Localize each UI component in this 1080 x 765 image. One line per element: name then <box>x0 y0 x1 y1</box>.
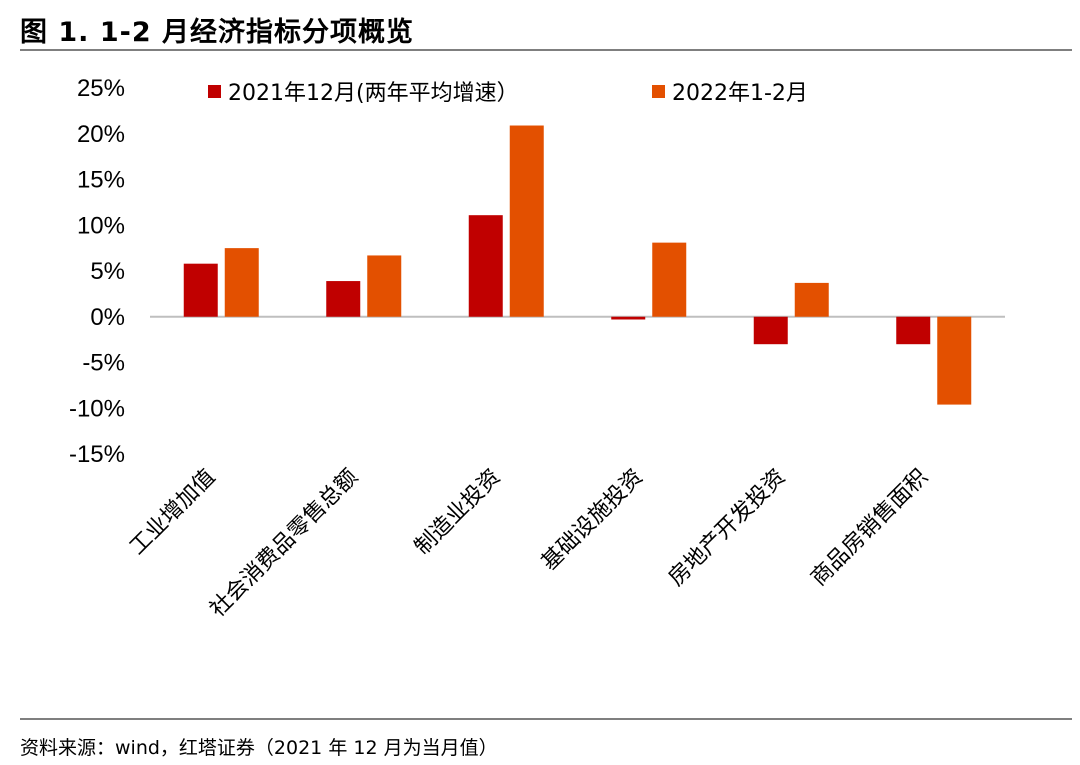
y-tick-label: 25% <box>77 75 125 102</box>
legend: 2021年12月(两年平均增速） 2022年1-2月 <box>208 81 808 106</box>
bar-chart: 25% 20% 15% 10% 5% 0% -5% -10% -15% 工业增加值社会消费品零售… <box>69 75 1005 623</box>
bar-series-1 <box>468 215 503 317</box>
source-divider <box>20 718 1072 720</box>
category-label: 房地产开发投资 <box>664 465 791 592</box>
category-label: 制造业投资 <box>410 465 505 560</box>
bar-series-2 <box>794 282 829 317</box>
title-divider <box>20 49 1072 51</box>
legend-label: 2021年12月(两年平均增速） <box>228 81 519 106</box>
bar-series-2 <box>937 316 972 405</box>
legend-label: 2022年1-2月 <box>672 81 808 106</box>
source-note: 资料来源：wind，红塔证券（2021 年 12 月为当月值） <box>20 737 498 759</box>
y-tick-label: -5% <box>82 350 125 377</box>
y-tick-label: 20% <box>77 121 125 148</box>
bar-series-2 <box>224 248 259 317</box>
y-tick-label: 5% <box>90 258 125 285</box>
legend-swatch <box>208 85 221 98</box>
category-label: 基础设施投资 <box>537 465 648 576</box>
category-label: 社会消费品零售总额 <box>205 465 363 623</box>
y-tick-label: 10% <box>77 212 125 239</box>
category-label: 工业增加值 <box>125 465 220 560</box>
y-tick-label: 0% <box>90 304 125 331</box>
bar-series-1 <box>611 316 646 320</box>
bar-series-1 <box>183 263 218 317</box>
bar-series-2 <box>509 125 544 317</box>
bar-series-1 <box>896 316 931 345</box>
bars <box>183 125 972 405</box>
y-axis-ticks: 25% 20% 15% 10% 5% 0% -5% -10% -15% <box>69 75 125 468</box>
figure-title: 图 1. 1-2 月经济指标分项概览 <box>20 17 415 48</box>
bar-series-1 <box>326 281 361 317</box>
y-tick-label: -15% <box>69 441 125 468</box>
bar-series-2 <box>367 255 402 317</box>
category-label: 商品房销售面积 <box>806 465 933 592</box>
legend-swatch <box>652 85 665 98</box>
y-tick-label: -10% <box>69 395 125 422</box>
y-tick-label: 15% <box>77 167 125 194</box>
bar-series-1 <box>753 316 788 345</box>
bar-series-2 <box>652 242 687 317</box>
